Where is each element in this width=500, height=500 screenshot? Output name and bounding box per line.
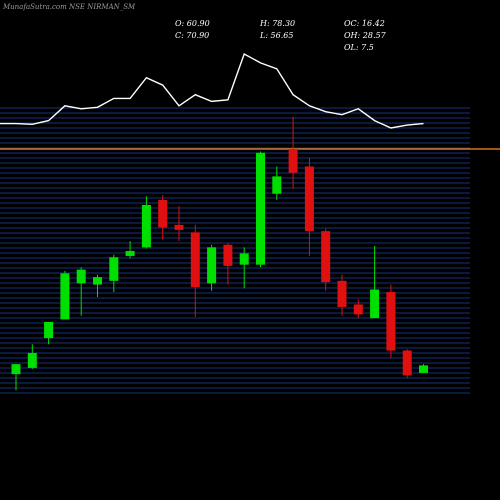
stat-low: L: 56.65 [260, 31, 294, 40]
stat-open: O: 60.90 [175, 19, 210, 28]
watermark: MunafaSutra.com NSE NIRMAN_SM [3, 3, 136, 11]
candle-body [419, 365, 428, 373]
candle-body [158, 200, 168, 228]
candle-body [223, 244, 233, 266]
candle-body [174, 224, 184, 230]
volume-line [0, 52, 424, 129]
candle-body [239, 253, 249, 265]
candle-body [304, 166, 314, 232]
candle-body [11, 364, 21, 375]
candle-body [370, 289, 380, 319]
candle-body [207, 247, 217, 284]
candle-body [60, 273, 70, 320]
candle-body [93, 277, 102, 285]
candle-body [321, 231, 331, 283]
volume-line-layer [0, 52, 424, 129]
candle-body [27, 352, 37, 368]
stat-oh: OH: 28.57 [344, 31, 386, 40]
stat-high: H: 78.30 [260, 19, 296, 28]
stat-ol: OL: 7.5 [344, 43, 374, 52]
candle-body [109, 257, 119, 281]
candle-body [337, 280, 347, 307]
candle-body [272, 176, 282, 194]
stat-oc: OC: 16.42 [344, 19, 385, 28]
candle-body [386, 292, 396, 351]
candle-body [256, 152, 265, 265]
candle-body [353, 304, 363, 315]
candles-layer [11, 116, 428, 391]
candle-body [288, 149, 298, 173]
candle-body [402, 350, 412, 376]
candle-body [44, 321, 54, 339]
candle-body [125, 251, 135, 256]
stat-close: C: 70.90 [175, 31, 210, 40]
candle-body [190, 232, 200, 288]
candle-body [76, 269, 86, 284]
candle-body [141, 204, 151, 248]
